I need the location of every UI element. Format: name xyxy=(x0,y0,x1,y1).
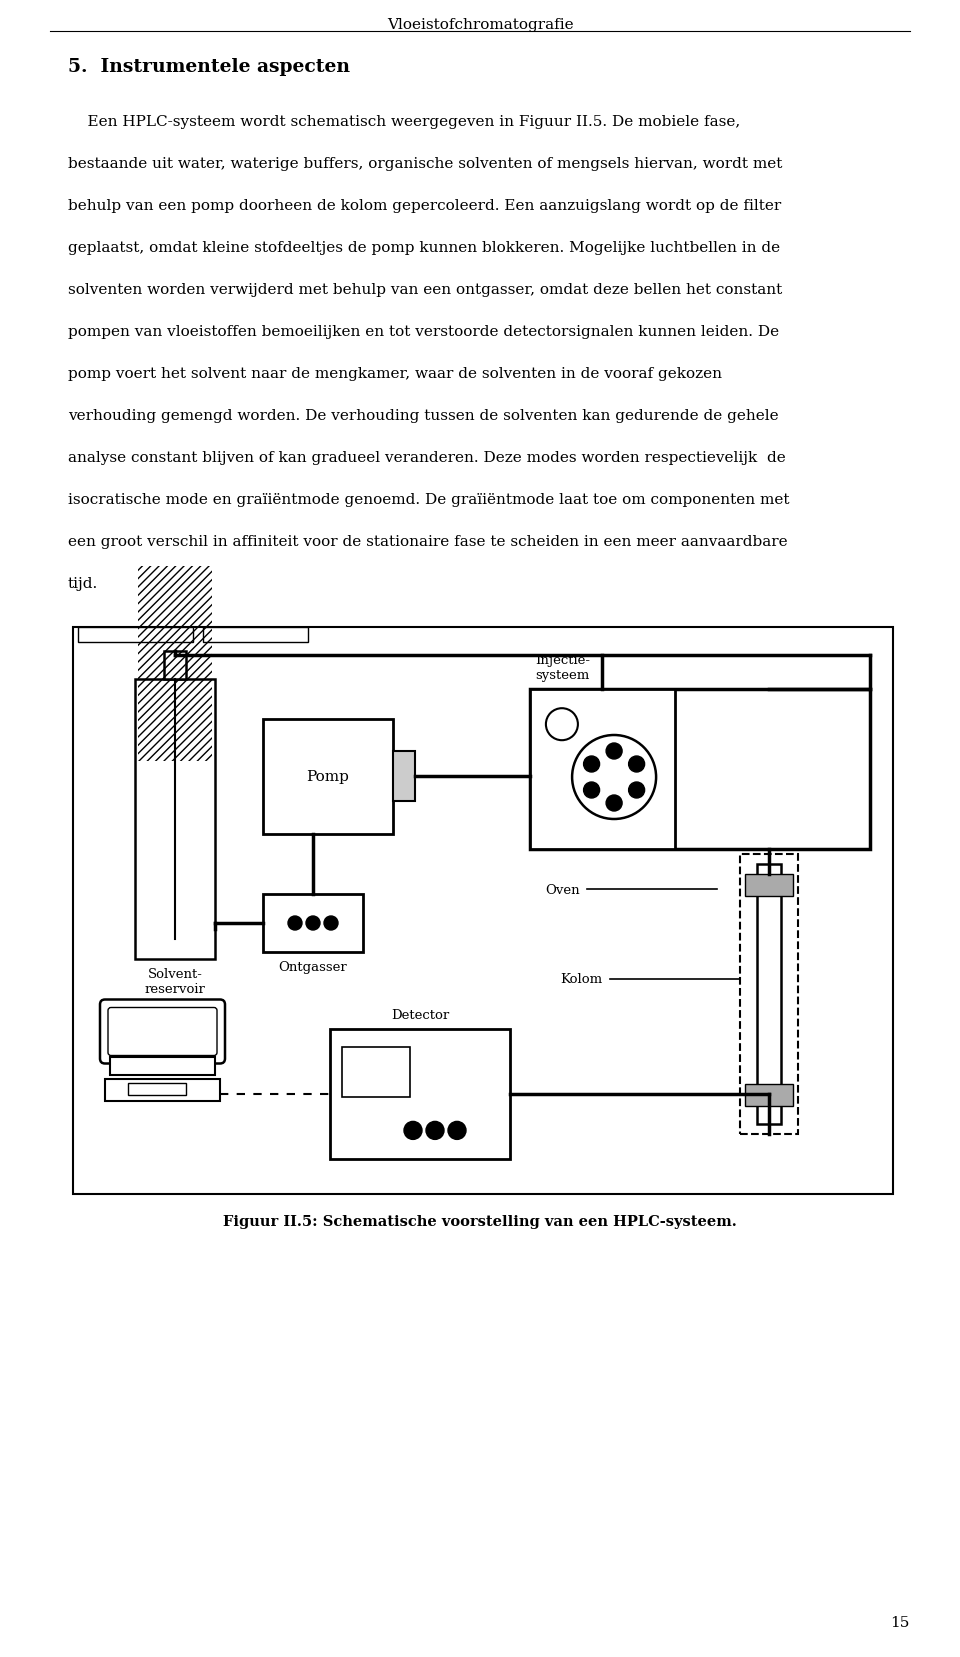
Text: een groot verschil in affiniteit voor de stationaire fase te scheiden in een mee: een groot verschil in affiniteit voor de… xyxy=(68,535,787,548)
Text: Solvent-
reservoir: Solvent- reservoir xyxy=(145,968,205,996)
FancyBboxPatch shape xyxy=(100,999,225,1064)
Text: solventen worden verwijderd met behulp van een ontgasser, omdat deze bellen het : solventen worden verwijderd met behulp v… xyxy=(68,283,782,297)
Bar xyxy=(740,855,798,1135)
Bar xyxy=(135,679,215,959)
Circle shape xyxy=(584,782,600,799)
Bar xyxy=(393,752,415,802)
Bar xyxy=(164,651,186,679)
Text: analyse constant blijven of kan gradueel veranderen. Deze modes worden respectie: analyse constant blijven of kan gradueel… xyxy=(68,451,785,464)
Text: pompen van vloeistoffen bemoeilijken en tot verstoorde detectorsignalen kunnen l: pompen van vloeistoffen bemoeilijken en … xyxy=(68,325,780,338)
Bar xyxy=(530,689,870,850)
Circle shape xyxy=(324,916,338,931)
Text: verhouding gemengd worden. De verhouding tussen de solventen kan gedurende de ge: verhouding gemengd worden. De verhouding… xyxy=(68,409,779,423)
Circle shape xyxy=(306,916,320,931)
Circle shape xyxy=(572,736,656,820)
FancyBboxPatch shape xyxy=(108,1007,217,1056)
Circle shape xyxy=(606,744,622,759)
Bar xyxy=(263,719,393,835)
Text: 15: 15 xyxy=(891,1616,910,1629)
Text: isocratische mode en graïiëntmode genoemd. De graïiëntmode laat toe om component: isocratische mode en graïiëntmode genoem… xyxy=(68,492,789,507)
Text: Detector: Detector xyxy=(391,1009,449,1021)
Circle shape xyxy=(606,795,622,812)
Circle shape xyxy=(629,757,644,772)
Text: Ontgasser: Ontgasser xyxy=(278,961,348,973)
Text: Vloeistofchromatografie: Vloeistofchromatografie xyxy=(387,18,573,31)
Text: 5.  Instrumentele aspecten: 5. Instrumentele aspecten xyxy=(68,58,350,76)
Bar xyxy=(110,1057,215,1075)
Text: tijd.: tijd. xyxy=(68,577,98,590)
Text: Figuur II.5: Schematische voorstelling van een HPLC-systeem.: Figuur II.5: Schematische voorstelling v… xyxy=(223,1215,737,1228)
Circle shape xyxy=(288,916,302,931)
Text: Een HPLC-systeem wordt schematisch weergegeven in Figuur II.5. De mobiele fase,: Een HPLC-systeem wordt schematisch weerg… xyxy=(68,114,740,129)
Bar xyxy=(78,628,193,643)
Text: bestaande uit water, waterige buffers, organische solventen of mengsels hiervan,: bestaande uit water, waterige buffers, o… xyxy=(68,157,782,171)
Text: pomp voert het solvent naar de mengkamer, waar de solventen in de vooraf gekozen: pomp voert het solvent naar de mengkamer… xyxy=(68,366,722,381)
Bar xyxy=(138,567,212,762)
Bar xyxy=(530,689,675,850)
Circle shape xyxy=(546,709,578,741)
Bar xyxy=(128,1084,185,1095)
Text: Pomp: Pomp xyxy=(306,769,349,784)
Circle shape xyxy=(448,1122,466,1140)
Text: Injectie-
systeem: Injectie- systeem xyxy=(535,653,590,681)
Circle shape xyxy=(629,782,644,799)
Bar xyxy=(330,1029,510,1160)
Text: geplaatst, omdat kleine stofdeeltjes de pomp kunnen blokkeren. Mogelijke luchtbe: geplaatst, omdat kleine stofdeeltjes de … xyxy=(68,240,780,255)
Circle shape xyxy=(404,1122,422,1140)
Bar xyxy=(73,628,893,1195)
Text: behulp van een pomp doorheen de kolom gepercoleerd. Een aanzuigslang wordt op de: behulp van een pomp doorheen de kolom ge… xyxy=(68,199,781,212)
Bar xyxy=(203,628,308,643)
Circle shape xyxy=(584,757,600,772)
Bar xyxy=(745,1084,793,1107)
Text: Kolom: Kolom xyxy=(560,973,602,986)
Circle shape xyxy=(426,1122,444,1140)
Bar xyxy=(105,1079,220,1102)
Bar xyxy=(263,895,363,953)
Bar xyxy=(342,1047,411,1097)
Bar xyxy=(745,875,793,896)
Text: Oven: Oven xyxy=(545,883,580,896)
Bar xyxy=(757,865,781,1125)
